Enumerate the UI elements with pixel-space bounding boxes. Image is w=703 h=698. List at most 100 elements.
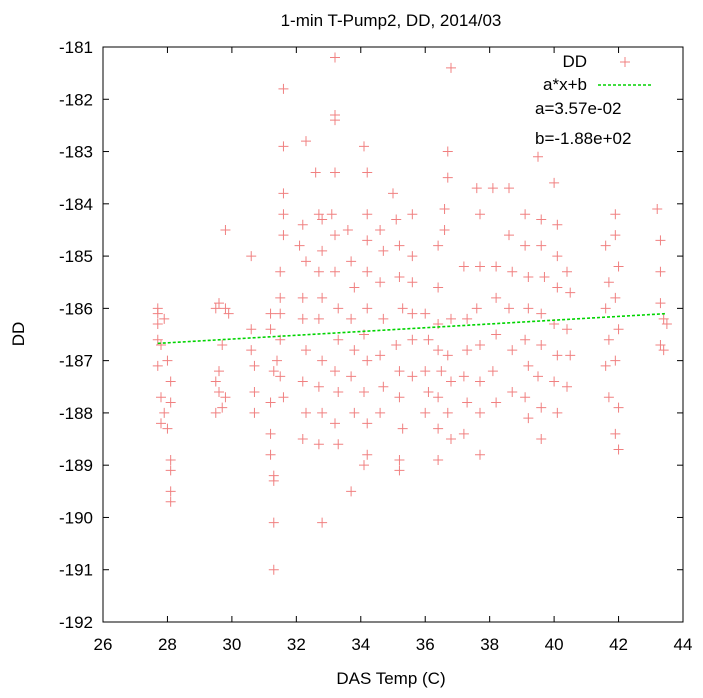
data-point [442, 172, 453, 183]
data-point [246, 324, 257, 335]
data-point [475, 339, 485, 350]
x-tick-label: 42 [609, 635, 628, 654]
y-tick-label: -188 [59, 404, 93, 423]
data-point [394, 392, 405, 403]
data-point [504, 183, 514, 194]
data-point [217, 402, 228, 413]
data-point [362, 167, 373, 178]
data-point [297, 313, 308, 324]
x-tick-label: 36 [416, 635, 435, 654]
data-point [536, 308, 547, 319]
data-point [520, 209, 531, 220]
data-point [152, 360, 163, 371]
data-point [439, 204, 450, 215]
data-point [536, 214, 547, 225]
data-point [523, 413, 534, 424]
data-point [475, 449, 485, 460]
y-tick-label: -181 [59, 38, 93, 57]
data-point [394, 465, 405, 476]
data-point [533, 151, 543, 162]
data-point [249, 407, 260, 418]
data-point [330, 366, 340, 377]
data-point [433, 240, 444, 251]
x-tick-label: 28 [158, 635, 177, 654]
data-point [297, 376, 308, 387]
data-point [658, 345, 669, 356]
data-point [375, 407, 386, 418]
data-point [394, 454, 405, 465]
data-point [156, 392, 166, 403]
data-point [346, 371, 357, 382]
data-point [349, 345, 360, 356]
data-point [552, 251, 563, 262]
data-point [475, 376, 485, 387]
data-point [326, 209, 337, 220]
data-point [330, 266, 340, 277]
data-point [442, 146, 453, 157]
data-point [520, 240, 531, 251]
data-point [565, 350, 576, 361]
data-point [268, 517, 279, 528]
data-point [313, 266, 324, 277]
data-point [442, 350, 453, 361]
data-point [433, 282, 444, 293]
data-points-dd [152, 52, 672, 575]
data-point [265, 449, 276, 460]
data-point [471, 303, 482, 314]
data-point [217, 339, 228, 350]
data-point [397, 423, 408, 434]
y-tick-label: -183 [59, 143, 93, 162]
data-point [661, 319, 672, 330]
chart-title: 1-min T-Pump2, DD, 2014/03 [281, 11, 502, 30]
data-point [313, 313, 324, 324]
data-point [210, 303, 221, 314]
data-point [475, 407, 485, 418]
data-point [333, 387, 344, 397]
data-point [313, 439, 324, 450]
data-point [507, 266, 518, 277]
data-point [600, 303, 611, 314]
data-point [346, 313, 357, 324]
data-point [342, 224, 353, 235]
y-tick-label: -191 [59, 561, 93, 580]
data-point [333, 303, 344, 314]
data-point [317, 355, 328, 366]
data-point [294, 240, 305, 251]
data-point [436, 366, 447, 377]
data-point [613, 402, 624, 413]
data-point [159, 313, 170, 324]
data-point [504, 230, 514, 241]
data-point [487, 183, 498, 194]
y-axis-label: DD [9, 322, 28, 347]
y-tick-label: -192 [59, 613, 93, 632]
data-point [268, 475, 279, 486]
data-point [446, 62, 456, 73]
data-point [317, 292, 328, 303]
y-tick-label: -189 [59, 456, 93, 475]
data-point [297, 219, 308, 230]
data-point [246, 251, 257, 262]
data-point [603, 392, 614, 403]
data-point [346, 486, 357, 497]
data-point [165, 496, 176, 507]
data-point [610, 428, 621, 439]
legend-marker-dd [620, 57, 630, 67]
data-point [655, 235, 666, 246]
data-point [655, 266, 666, 277]
data-point [165, 454, 176, 465]
data-point [220, 303, 231, 314]
data-point [362, 355, 373, 366]
data-point [458, 261, 469, 272]
data-point [391, 339, 402, 350]
y-tick-label: -182 [59, 90, 93, 109]
data-point [165, 397, 176, 408]
data-point [210, 376, 221, 387]
data-point [275, 308, 286, 319]
y-tick-label: -190 [59, 508, 93, 527]
data-point [407, 334, 418, 345]
data-point [603, 277, 614, 288]
data-point [220, 224, 231, 235]
data-point [491, 397, 502, 408]
data-point [394, 272, 405, 282]
